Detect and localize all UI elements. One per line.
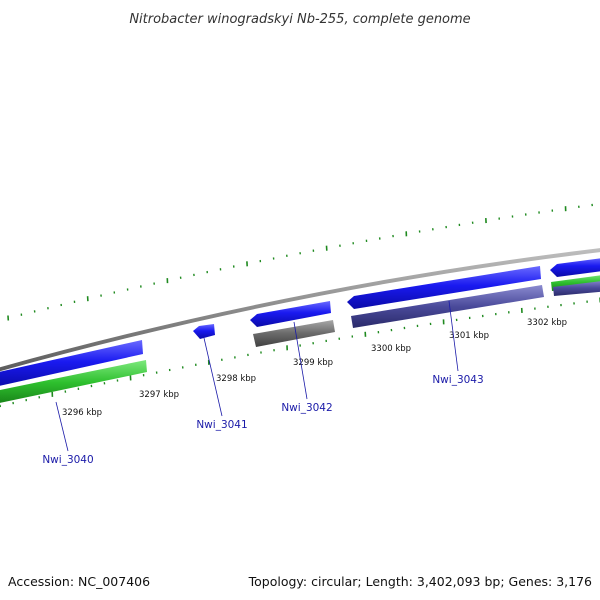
feature-reverse-cds [553,281,600,296]
feature-forward-cds [550,258,600,277]
gene-label: Nwi_3042 [281,402,332,414]
outer-tick-ring [7,203,593,321]
gene-label: Nwi_3040 [42,454,93,466]
kbp-label: 3297 kbp [139,390,179,400]
feature-reverse-other [253,320,335,347]
gene-leader-line [203,337,223,417]
feature-forward-cds [347,266,541,309]
feature-forward-cds [0,340,143,386]
gene-label: Nwi_3041 [196,419,247,431]
feature-forward-cds [250,301,331,327]
gene-leader-line [293,321,308,400]
genome-summary-text: Topology: circular; Length: 3,402,093 bp… [248,574,592,589]
inner-tick-ring [0,297,600,408]
kbp-label: 3299 kbp [293,358,333,368]
feature-forward-rna [0,360,147,403]
gene-leader-line [55,401,69,452]
gene-leader-line [448,300,459,372]
kbp-label: 3296 kbp [62,408,102,418]
feature-forward-cds [193,324,215,339]
feature-reverse-cds [351,285,544,328]
kbp-label: 3302 kbp [527,318,567,328]
kbp-label: 3298 kbp [216,374,256,384]
kbp-label: 3301 kbp [449,331,489,341]
kbp-label: 3300 kbp [371,344,411,354]
map-title: Nitrobacter winogradskyi Nb-255, complet… [129,12,470,27]
gene-label: Nwi_3043 [432,374,483,386]
accession-text: Accession: NC_007406 [8,574,150,589]
